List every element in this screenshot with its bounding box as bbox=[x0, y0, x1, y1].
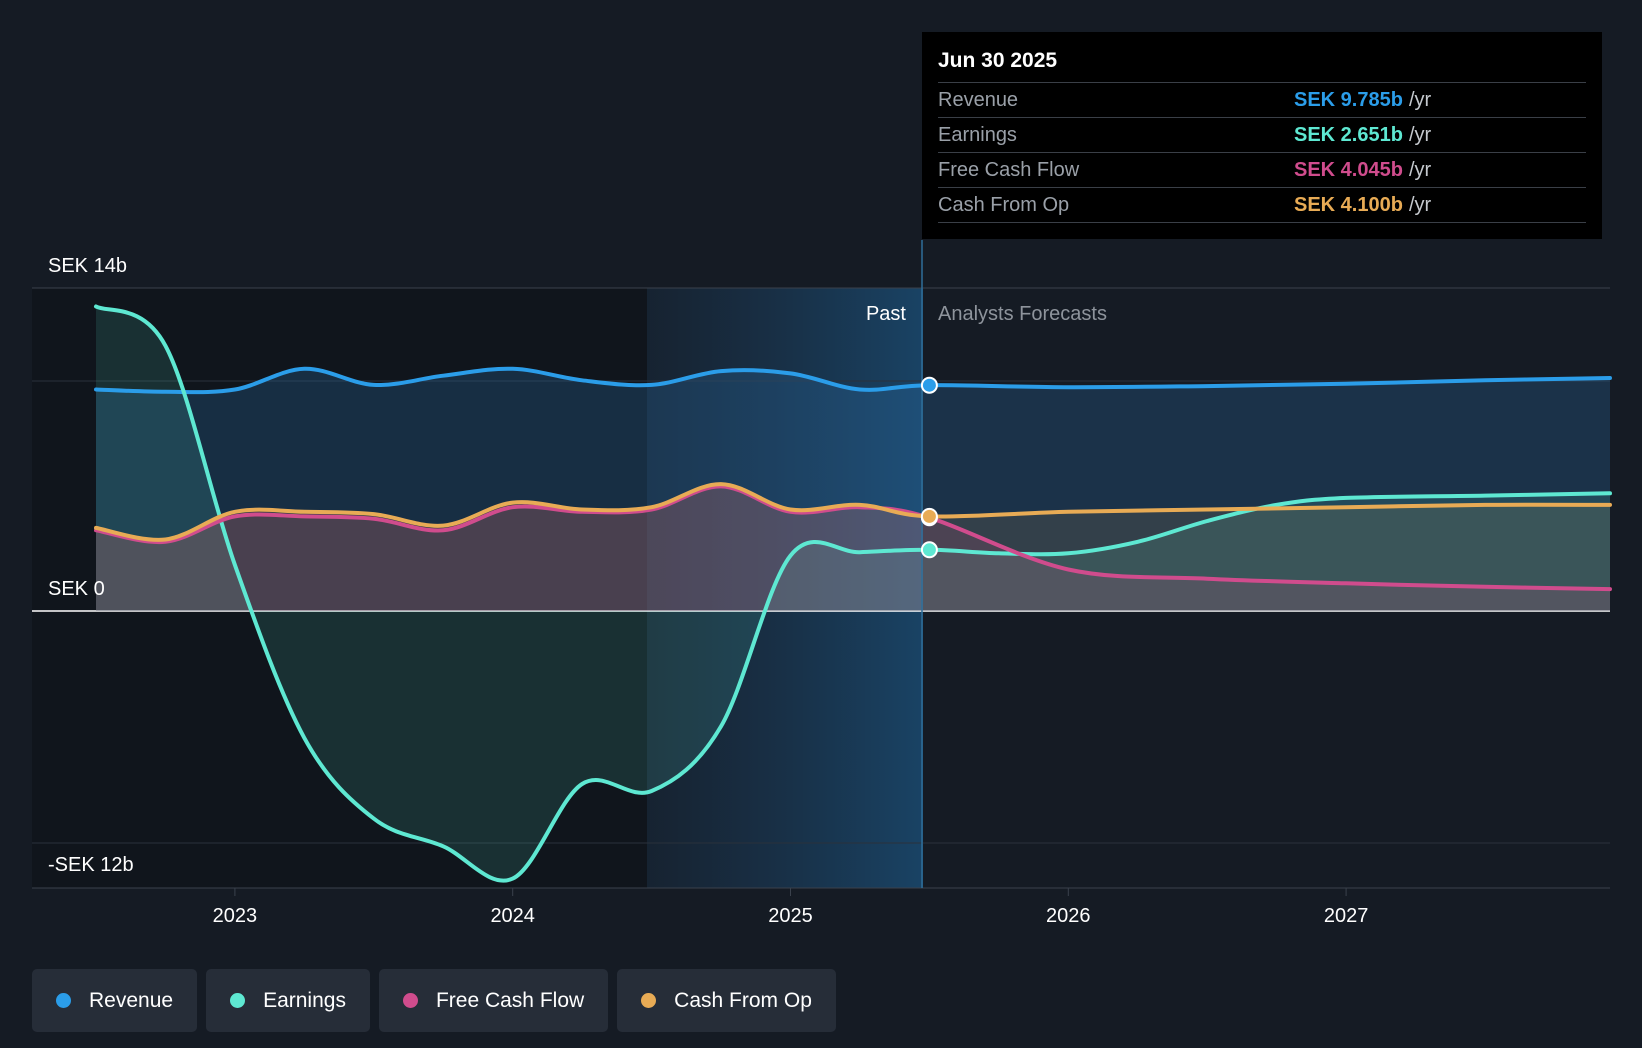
revenue-marker bbox=[920, 376, 938, 394]
tooltip-row-earnings: Earnings SEK 2.651b /yr bbox=[938, 117, 1586, 152]
tooltip-markers bbox=[920, 376, 938, 559]
series-lines bbox=[94, 304, 1612, 883]
tooltip-row-name: Revenue bbox=[938, 88, 1019, 111]
legend: Revenue Earnings Free Cash Flow Cash Fro… bbox=[32, 969, 836, 1032]
legend-label: Earnings bbox=[263, 988, 346, 1012]
x-tick-label: 2023 bbox=[213, 905, 258, 927]
x-tick-label: 2024 bbox=[490, 905, 535, 927]
earnings-marker bbox=[920, 541, 938, 559]
tooltip-row-free-cash-flow: Free Cash Flow SEK 4.045b /yr bbox=[938, 152, 1586, 187]
tooltip-date: Jun 30 2025 bbox=[938, 49, 1058, 72]
cash-from-op-line bbox=[94, 482, 1612, 542]
legend-item-revenue[interactable]: Revenue bbox=[32, 969, 198, 1032]
forecast-label: Analysts Forecasts bbox=[938, 303, 1107, 325]
past-label: Past bbox=[866, 303, 906, 325]
tooltip-row-unit: /yr bbox=[1408, 88, 1432, 111]
legend-dot-icon bbox=[641, 993, 657, 1008]
legend-label: Cash From Op bbox=[674, 988, 812, 1012]
legend-label: Revenue bbox=[89, 988, 174, 1012]
y-label-top: SEK 14b bbox=[48, 255, 127, 277]
tooltip-row-value: SEK 4.100b bbox=[1294, 193, 1403, 216]
cash-from-op-marker bbox=[920, 507, 938, 525]
legend-item-cash-from-op[interactable]: Cash From Op bbox=[617, 969, 836, 1032]
tooltip-row-name: Free Cash Flow bbox=[938, 158, 1080, 181]
tooltip-row-value: SEK 9.785b bbox=[1294, 88, 1403, 111]
tooltip-row-value: SEK 4.045b bbox=[1294, 158, 1403, 181]
tooltip-row-revenue: Revenue SEK 9.785b /yr bbox=[938, 82, 1586, 117]
x-tick-label: 2025 bbox=[768, 905, 813, 927]
x-axis-ticks: 2023 2024 2025 2026 2027 bbox=[213, 888, 1369, 927]
y-label-zero: SEK 0 bbox=[48, 578, 105, 600]
tooltip-row-name: Earnings bbox=[938, 123, 1017, 146]
tooltip-row-name: Cash From Op bbox=[938, 193, 1070, 216]
legend-item-free-cash-flow[interactable]: Free Cash Flow bbox=[378, 969, 609, 1032]
grid bbox=[32, 287, 1610, 889]
legend-dot-icon bbox=[402, 993, 418, 1008]
legend-dot-icon bbox=[56, 993, 71, 1008]
x-tick-label: 2027 bbox=[1324, 905, 1369, 927]
legend-item-earnings[interactable]: Earnings bbox=[206, 969, 370, 1032]
legend-label: Free Cash Flow bbox=[435, 988, 585, 1012]
free-cash-flow-line bbox=[94, 484, 1612, 592]
legend-dot-icon bbox=[230, 993, 246, 1008]
tooltip-row-cash-from-op: Cash From Op SEK 4.100b /yr bbox=[938, 187, 1586, 223]
tooltip-row-unit: /yr bbox=[1408, 193, 1432, 216]
tooltip-row-unit: /yr bbox=[1408, 123, 1432, 146]
tooltip-row-value: SEK 2.651b bbox=[1294, 123, 1403, 146]
earnings-area bbox=[96, 306, 1610, 881]
y-label-bottom: -SEK 12b bbox=[48, 854, 134, 876]
tooltip-row-unit: /yr bbox=[1408, 158, 1432, 181]
revenue-area bbox=[96, 368, 1610, 611]
tooltip: Jun 30 2025 Revenue SEK 9.785b /yr Earni… bbox=[922, 32, 1602, 239]
x-tick-label: 2026 bbox=[1046, 905, 1091, 927]
revenue-line bbox=[94, 366, 1612, 395]
